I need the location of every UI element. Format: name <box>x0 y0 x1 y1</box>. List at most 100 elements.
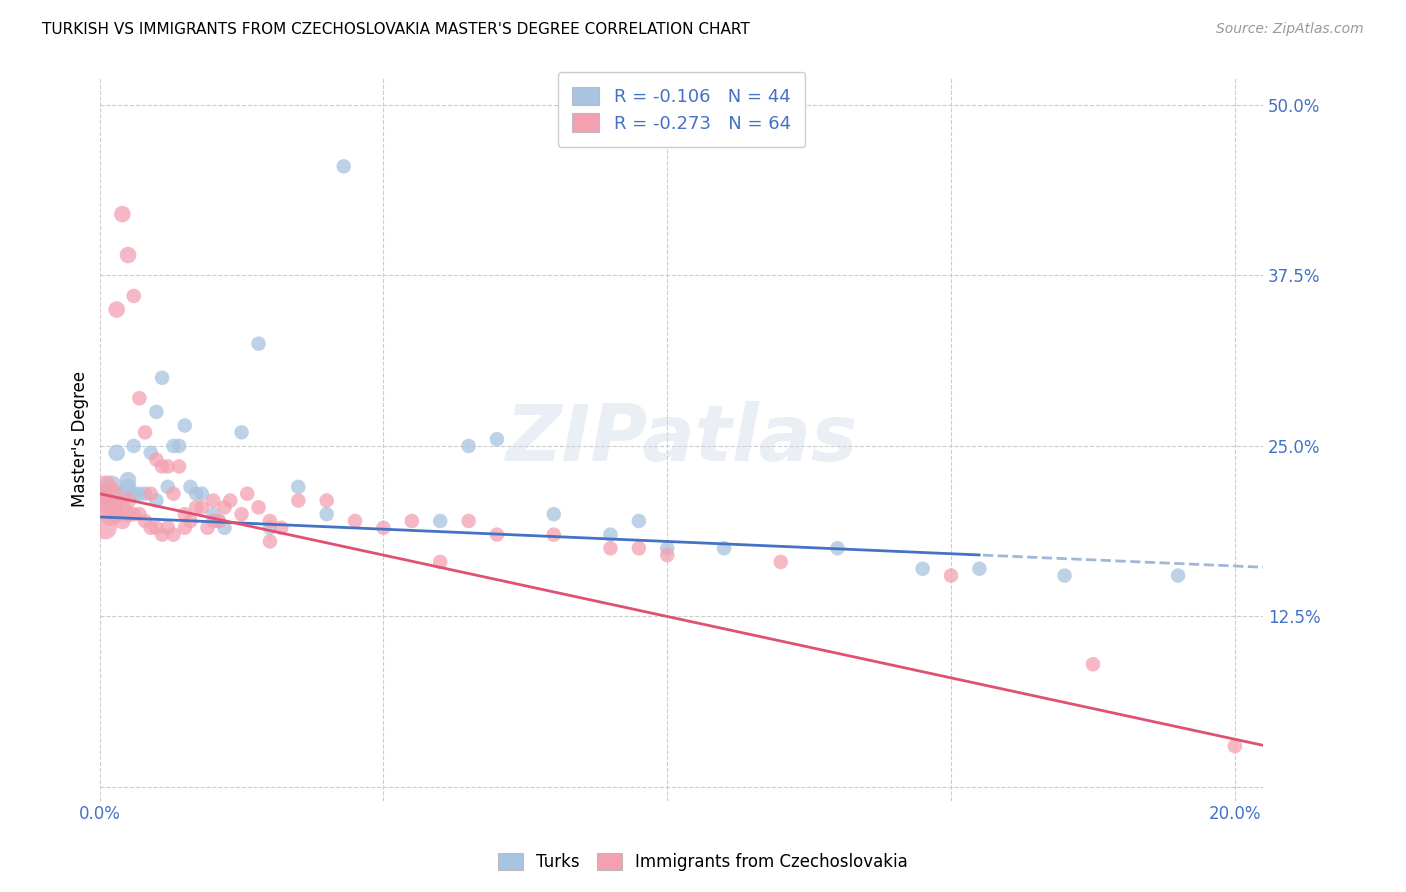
Point <box>270 521 292 535</box>
Point <box>162 527 184 541</box>
Point <box>247 500 270 515</box>
Legend: R = -0.106   N = 44, R = -0.273   N = 64: R = -0.106 N = 44, R = -0.273 N = 64 <box>558 72 806 147</box>
Point <box>145 493 167 508</box>
Point <box>139 446 162 460</box>
Point <box>259 514 281 528</box>
Point <box>332 159 354 173</box>
Point <box>186 486 208 500</box>
Point <box>219 493 242 508</box>
Point <box>827 541 849 556</box>
Point <box>969 562 991 576</box>
Point <box>259 521 281 535</box>
Point <box>373 521 395 535</box>
Point <box>401 514 423 528</box>
Point <box>111 500 134 515</box>
Point <box>214 521 236 535</box>
Point <box>134 514 156 528</box>
Point <box>287 480 309 494</box>
Point <box>105 493 128 508</box>
Point <box>94 480 117 494</box>
Point <box>1053 568 1076 582</box>
Point <box>150 459 173 474</box>
Point <box>247 336 270 351</box>
Point <box>627 514 650 528</box>
Point <box>156 480 179 494</box>
Point <box>179 480 201 494</box>
Point <box>485 527 508 541</box>
Point <box>179 514 201 528</box>
Point <box>100 480 122 494</box>
Text: ZIPatlas: ZIPatlas <box>505 401 858 477</box>
Point <box>145 405 167 419</box>
Point <box>315 507 337 521</box>
Point <box>100 500 122 515</box>
Point <box>429 514 451 528</box>
Point <box>145 452 167 467</box>
Text: TURKISH VS IMMIGRANTS FROM CZECHOSLOVAKIA MASTER'S DEGREE CORRELATION CHART: TURKISH VS IMMIGRANTS FROM CZECHOSLOVAKI… <box>42 22 749 37</box>
Point <box>1081 657 1104 672</box>
Point <box>94 486 117 500</box>
Point <box>208 514 231 528</box>
Point <box>457 514 479 528</box>
Point <box>150 527 173 541</box>
Point <box>122 486 145 500</box>
Point <box>94 493 117 508</box>
Point <box>167 439 190 453</box>
Point <box>599 527 621 541</box>
Point <box>769 555 792 569</box>
Point <box>139 486 162 500</box>
Point <box>939 568 962 582</box>
Point <box>543 507 565 521</box>
Point <box>485 432 508 446</box>
Point <box>134 425 156 440</box>
Point <box>173 418 195 433</box>
Point <box>156 521 179 535</box>
Point <box>134 486 156 500</box>
Y-axis label: Master's Degree: Master's Degree <box>72 371 89 508</box>
Point <box>911 562 934 576</box>
Point <box>197 521 219 535</box>
Point <box>162 439 184 453</box>
Point <box>1167 568 1189 582</box>
Point <box>1223 739 1246 753</box>
Point <box>111 486 134 500</box>
Point <box>191 486 214 500</box>
Point <box>599 541 621 556</box>
Point <box>657 541 679 556</box>
Point <box>105 507 128 521</box>
Point <box>122 289 145 303</box>
Point <box>128 507 150 521</box>
Point <box>156 459 179 474</box>
Point <box>117 507 139 521</box>
Point <box>173 507 195 521</box>
Point <box>117 480 139 494</box>
Point <box>231 425 253 440</box>
Point <box>105 446 128 460</box>
Point <box>657 548 679 562</box>
Point <box>117 473 139 487</box>
Point <box>186 500 208 515</box>
Point <box>111 514 134 528</box>
Point <box>117 248 139 262</box>
Point <box>122 507 145 521</box>
Point <box>100 507 122 521</box>
Legend: Turks, Immigrants from Czechoslovakia: Turks, Immigrants from Czechoslovakia <box>489 845 917 880</box>
Point <box>167 459 190 474</box>
Point <box>231 507 253 521</box>
Point <box>128 486 150 500</box>
Point <box>202 493 225 508</box>
Point <box>105 302 128 317</box>
Point <box>214 500 236 515</box>
Point <box>202 514 225 528</box>
Point <box>128 391 150 405</box>
Point <box>100 486 122 500</box>
Point <box>627 541 650 556</box>
Point <box>429 555 451 569</box>
Point <box>208 514 231 528</box>
Point <box>145 521 167 535</box>
Point <box>173 521 195 535</box>
Point <box>139 521 162 535</box>
Point <box>94 521 117 535</box>
Point <box>543 527 565 541</box>
Point <box>315 493 337 508</box>
